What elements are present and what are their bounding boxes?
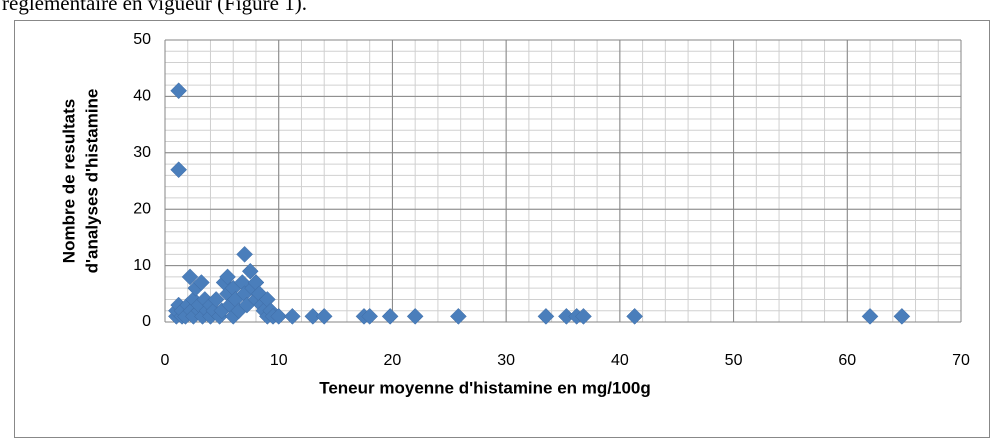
point [207,291,225,308]
point [181,268,199,286]
x-tick-label: 50 [725,352,743,369]
x-tick-label: 40 [611,352,629,369]
y-axis-label: d'analyses d'histamine [82,89,101,274]
point [241,262,259,280]
point [361,308,379,325]
point [315,308,333,325]
y-tick-label: 10 [133,257,151,274]
y-tick-label: 40 [133,88,151,105]
x-axis-label: Teneur moyenne d'histamine en mg/100g [319,378,651,397]
point [861,308,879,325]
x-tick-label: 60 [838,352,856,369]
chart-border [14,20,990,438]
point [193,274,210,291]
x-tick-label: 70 [952,352,970,369]
y-axis-label: Nombre de resultats [59,99,78,263]
point [626,308,643,325]
point [537,308,555,325]
y-tick-label: 0 [142,313,151,330]
y-tick-label: 50 [133,31,151,48]
point [304,308,322,325]
point [219,268,236,286]
x-tick-label: 20 [384,352,402,369]
point [170,82,187,100]
point [450,308,467,325]
point [284,308,301,325]
point [406,308,424,325]
y-tick-label: 20 [133,200,151,217]
point [270,308,288,325]
point [893,308,911,325]
y-tick-label: 30 [133,144,151,161]
x-tick-label: 10 [270,352,288,369]
point [236,245,253,263]
x-tick-label: 0 [161,352,170,369]
page-text: réglementaire en vigueur (Figure 1). [2,0,307,15]
point [575,308,592,325]
x-tick-label: 30 [497,352,515,369]
point [381,308,399,325]
point [170,161,187,179]
